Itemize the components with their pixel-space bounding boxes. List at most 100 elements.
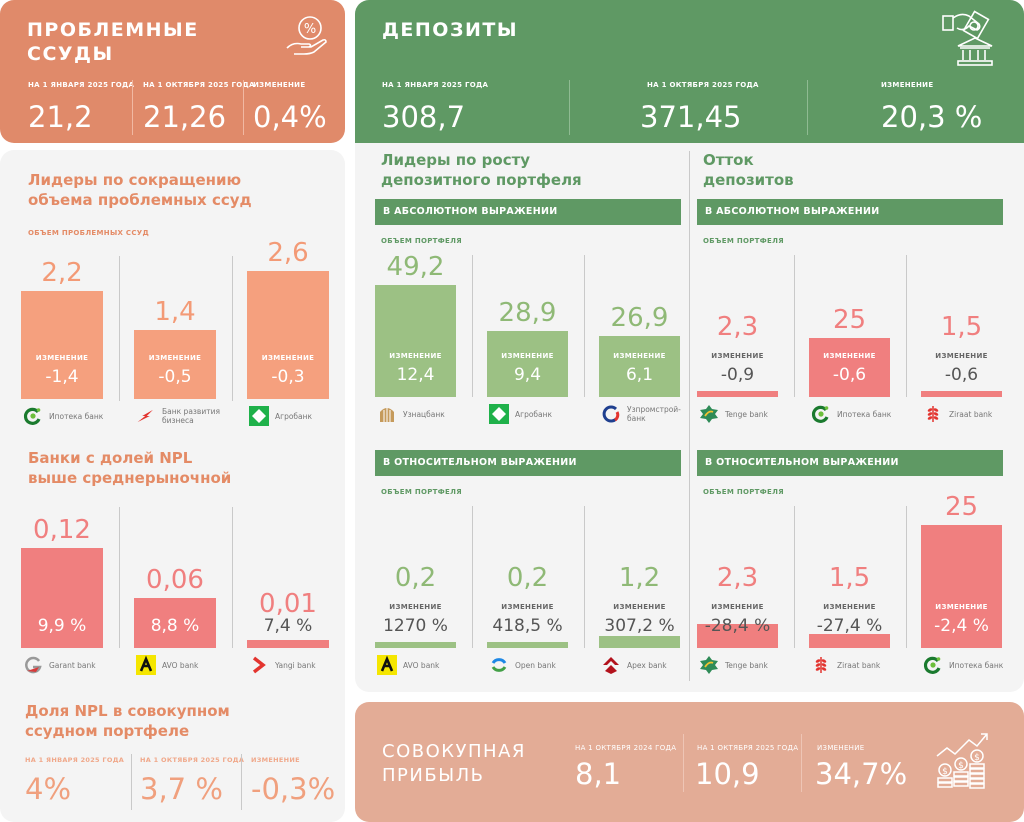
dep-leader-rel-change-label: ИЗМЕНЕНИЕ — [613, 603, 666, 611]
divider — [569, 80, 570, 135]
bank-name: Агробанк — [515, 409, 553, 419]
column-divider — [471, 255, 473, 397]
dep-outflow-rel-change: -28,4 % — [704, 616, 771, 636]
dep-leader-rel-bar — [375, 642, 456, 648]
bank-avo-bank: AVO bank — [136, 655, 198, 675]
bank-name: Ипотека банк — [837, 409, 892, 419]
bank-ziraat-bank: Ziraat bank — [811, 655, 880, 675]
npl-leader-change-label: ИЗМЕНЕНИЕ — [148, 354, 202, 362]
dep-leader-rel-change: 307,2 % — [604, 616, 675, 636]
npl-leaders-title-line1: Лидеры по сокращению — [28, 171, 242, 189]
bank-узпромстрой-банк: Узпромстрой-банк — [601, 404, 689, 424]
npl-leaders-title-line2: объема проблемных ссуд — [28, 191, 252, 209]
npl-header-card: ПРОБЛЕМНЫЕ ССУДЫ % НА 1 ЯНВАРЯ 2025 ГОДА… — [0, 0, 345, 143]
dep-leader-rel-volume: 0,2 — [394, 563, 437, 593]
profit-title-line1: СОВОКУПНАЯ — [382, 741, 526, 762]
npl-leader-change-label: ИЗМЕНЕНИЕ — [261, 354, 315, 362]
dep-outflow-abs-change: -0,6 — [944, 365, 979, 385]
bank-name: AVO bank — [403, 660, 440, 670]
dep-outflow-abs-change-label: ИЗМЕНЕНИЕ — [711, 352, 764, 360]
bank-yangi-bank: Yangi bank — [249, 655, 316, 675]
dep-outflow-abs-subtitle: ОБЪЕМ ПОРТФЕЛЯ — [703, 237, 784, 245]
bank-name: Yangi bank — [275, 660, 316, 670]
npl-share-col3-value: -0,3% — [251, 772, 336, 806]
avo-bank-logo-icon — [136, 655, 156, 675]
npl-col3-label: ИЗМЕНЕНИЕ — [253, 81, 306, 89]
npl-leader-volume: 2,6 — [267, 238, 309, 268]
bank-name: Узпромстрой-банк — [627, 405, 681, 423]
profit-col2-value: 10,9 — [695, 757, 760, 791]
column-divider — [231, 256, 233, 401]
npl-above-bar — [134, 598, 216, 648]
column-divider — [905, 255, 907, 397]
dep-leader-rel-change: 418,5 % — [492, 616, 563, 636]
npl-col1-value: 21,2 — [28, 100, 93, 134]
bank-avo-bank: AVO bank — [377, 655, 439, 675]
банк-развития-бизнеса-logo-icon — [136, 406, 156, 426]
dep-outflow-rel-change: -27,4 % — [816, 616, 883, 636]
ziraat-bank-logo-icon — [923, 404, 943, 424]
ипотека-банк-logo-icon — [923, 655, 943, 675]
dep-leader-abs-volume: 26,9 — [610, 302, 669, 333]
dep-leader-abs-volume: 28,9 — [498, 298, 557, 329]
npl-above-change: 8,8 % — [150, 616, 200, 636]
percent-hand-icon: % — [283, 12, 331, 60]
divider — [132, 80, 133, 135]
dep-outflow-abs-bar — [697, 391, 778, 397]
npl-share-col1-value: 4% — [25, 772, 72, 806]
npl-above-bar — [247, 639, 329, 648]
profit-card: СОВОКУПНАЯ ПРИБЫЛЬ НА 1 ОКТЯБРЯ 2024 ГОД… — [355, 702, 1024, 822]
dep-leaders-rel-band: В ОТНОСИТЕЛЬНОМ ВЫРАЖЕНИИ — [375, 450, 681, 476]
ziraat-bank-logo-icon — [811, 655, 831, 675]
dep-leader-rel-change-label: ИЗМЕНЕНИЕ — [389, 603, 442, 611]
npl-share-col1-label: НА 1 ЯНВАРЯ 2025 ГОДА — [25, 756, 125, 764]
dep-outflow-title-line1: Отток — [703, 151, 754, 169]
section-divider — [689, 151, 690, 681]
svg-text:$: $ — [958, 761, 964, 771]
dep-outflow-title-line2: депозитов — [703, 171, 794, 189]
npl-leader-bar — [21, 290, 103, 399]
bank-ипотека-банк: Ипотека банк — [923, 655, 1003, 675]
npl-leaders-subtitle: ОБЪЕМ ПРОБЛЕМНЫХ ССУД — [28, 229, 150, 237]
column-divider — [583, 255, 585, 397]
dep-leader-abs-bar — [375, 285, 456, 397]
npl-share-title-line2: ссудном портфеле — [25, 722, 190, 740]
dep-outflow-title: Отток депозитов — [703, 150, 794, 190]
divider — [683, 734, 684, 792]
dep-col2-label: НА 1 ОКТЯБРЯ 2025 ГОДА — [647, 81, 759, 89]
dep-outflow-abs-bar — [921, 391, 1002, 397]
bank-агробанк: Агробанк — [489, 404, 552, 424]
bank-агробанк: Агробанк — [249, 406, 312, 426]
dep-leaders-abs-band: В АБСОЛЮТНОМ ВЫРАЖЕНИИ — [375, 199, 681, 225]
bank-name: Tenge bank — [725, 409, 768, 419]
npl-title-line2: ССУДЫ — [27, 43, 114, 65]
bank-name: Ziraat bank — [837, 660, 881, 670]
dep-outflow-rel-change-label: ИЗМЕНЕНИЕ — [935, 603, 988, 611]
dep-leader-abs-change: 9,4 — [513, 365, 542, 385]
column-divider — [793, 506, 795, 648]
dep-leaders-title: Лидеры по росту депозитного портфеля — [381, 150, 582, 190]
column-divider — [905, 506, 907, 648]
npl-leader-change: -0,5 — [158, 367, 192, 387]
dep-leader-rel-bar — [599, 636, 680, 648]
dep-leader-abs-change-label: ИЗМЕНЕНИЕ — [501, 352, 554, 360]
npl-col1-label: НА 1 ЯНВАРЯ 2025 ГОДА — [28, 81, 135, 89]
dep-outflow-abs-volume: 1,5 — [940, 312, 983, 342]
dep-leaders-title-line2: депозитного портфеля — [381, 171, 582, 189]
deposits-header-card: ДЕПОЗИТЫ НА 1 ЯНВАРЯ 2025 ГОДА 308,7 НА … — [355, 0, 1024, 143]
profit-col1-label: НА 1 ОКТЯБРЯ 2024 ГОДА — [575, 744, 677, 752]
dep-outflow-abs-volume: 25 — [832, 305, 867, 335]
npl-share-col2-value: 3,7 % — [140, 772, 223, 806]
dep-outflow-rel-change: -2,4 % — [934, 616, 989, 636]
apex-bank-logo-icon — [601, 655, 621, 675]
dep-outflow-rel-change-label: ИЗМЕНЕНИЕ — [711, 603, 764, 611]
агробанк-logo-icon — [489, 404, 509, 424]
divider — [807, 80, 808, 135]
bank-apex-bank: Apex bank — [601, 655, 667, 675]
divider — [243, 80, 244, 135]
dep-leaders-rel-subtitle: ОБЪЕМ ПОРТФЕЛЯ — [381, 488, 462, 496]
dep-outflow-rel-volume: 2,3 — [716, 563, 759, 593]
dep-leader-abs-change-label: ИЗМЕНЕНИЕ — [613, 352, 666, 360]
bank-name: Ziraat bank — [949, 409, 993, 419]
dep-leader-rel-bar — [487, 642, 568, 648]
